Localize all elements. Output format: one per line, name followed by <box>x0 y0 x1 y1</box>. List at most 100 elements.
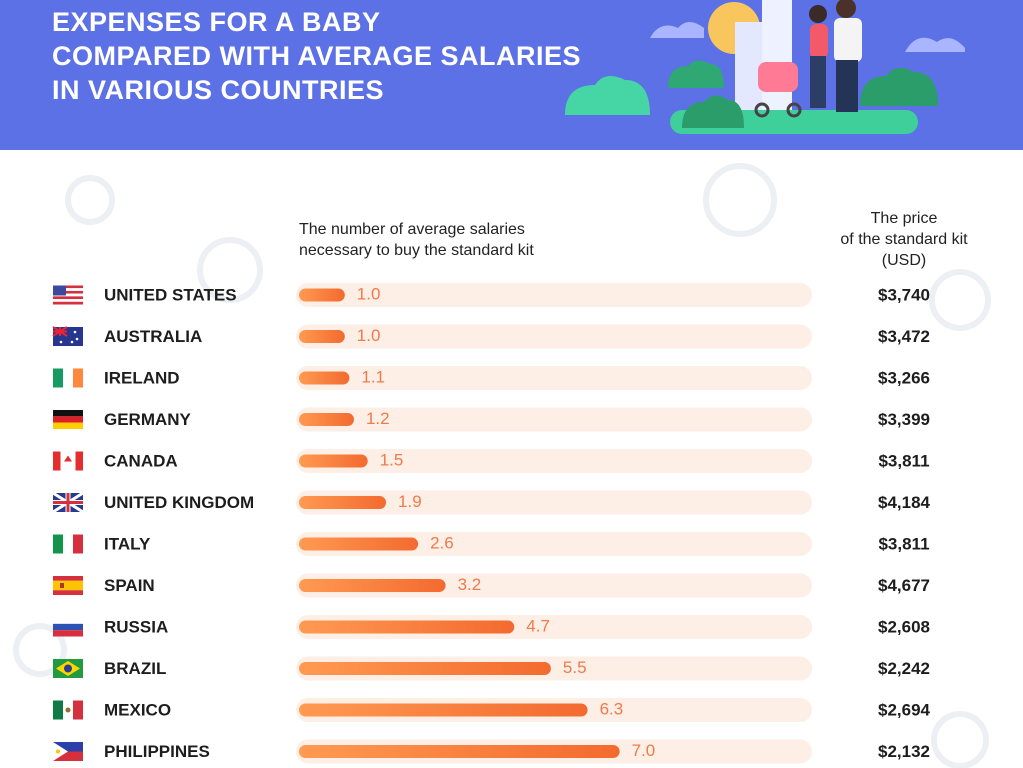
flag-part <box>68 451 76 471</box>
flag-part <box>53 617 83 624</box>
bar-track <box>296 532 812 556</box>
country-label: AUSTRALIA <box>104 327 202 346</box>
value-label: 1.0 <box>357 326 381 345</box>
flag-part <box>73 534 83 554</box>
flag <box>53 410 83 429</box>
bar-track <box>296 407 812 432</box>
flag-part <box>59 340 63 344</box>
country-label: UNITED STATES <box>104 285 237 304</box>
price-label: $4,184 <box>878 493 931 512</box>
bar <box>299 413 354 426</box>
price-label: $2,608 <box>878 617 930 636</box>
column-header: The number of average salaries <box>299 221 525 238</box>
value-label: 3.2 <box>458 575 482 594</box>
flag-part <box>53 288 83 291</box>
flag-part <box>75 337 79 341</box>
flag <box>53 534 83 554</box>
value-label: 1.5 <box>380 450 404 469</box>
bar <box>299 330 345 343</box>
value-label: 2.6 <box>430 533 454 552</box>
flag-part <box>53 410 83 417</box>
bar <box>299 579 446 592</box>
flag-part <box>73 330 77 334</box>
flag-part <box>75 451 83 471</box>
flag-part <box>64 455 72 462</box>
flag-part <box>65 707 71 713</box>
price-label: $3,740 <box>878 285 930 304</box>
flag-part <box>52 326 68 337</box>
flag-part <box>53 534 63 554</box>
flag <box>53 659 83 678</box>
flag-part <box>53 751 83 761</box>
flag <box>53 700 83 720</box>
flag-part <box>53 742 68 761</box>
bar <box>299 745 620 758</box>
flag-part <box>56 749 60 754</box>
country-label: RUSSIA <box>104 617 168 636</box>
price-label: $2,694 <box>878 700 931 719</box>
column-header: necessary to buy the standard kit <box>299 242 534 259</box>
flag-part <box>53 293 83 297</box>
bar-track <box>296 324 812 349</box>
price-label: $3,399 <box>878 410 930 429</box>
flag-part <box>53 451 61 471</box>
value-label: 1.1 <box>361 367 385 386</box>
bar <box>299 454 368 468</box>
flag-part <box>53 700 63 720</box>
flag-part <box>60 583 64 588</box>
flag-part <box>53 296 83 300</box>
flag-part <box>53 630 83 637</box>
bar-track <box>296 490 812 515</box>
price-label: $3,811 <box>878 534 929 553</box>
flag <box>53 368 83 388</box>
country-label: IRELAND <box>104 368 180 387</box>
flag-part <box>53 416 83 423</box>
country-label: PHILIPPINES <box>104 742 210 761</box>
flag-part <box>73 700 83 720</box>
flag-part <box>53 623 83 631</box>
flag-part <box>60 451 68 471</box>
flag-part <box>73 368 83 388</box>
flag-part <box>53 742 83 752</box>
flag-part <box>53 422 83 429</box>
bar <box>299 662 551 675</box>
country-label: BRAZIL <box>104 659 166 678</box>
column-header: of the standard kit <box>840 231 968 248</box>
column-header: (USD) <box>882 252 926 269</box>
flag-part <box>53 493 83 512</box>
bar <box>299 288 345 302</box>
flag-part <box>64 664 72 673</box>
value-label: 1.9 <box>398 492 422 511</box>
title-line: COMPARED WITH AVERAGE SALARIES <box>52 41 581 71</box>
country-label: UNITED KINGDOM <box>104 493 254 512</box>
value-label: 7.0 <box>632 741 656 760</box>
country-label: CANADA <box>104 451 178 470</box>
bar-track <box>296 366 812 390</box>
price-label: $2,242 <box>878 659 930 678</box>
bar <box>299 620 515 634</box>
flag <box>52 326 83 346</box>
bar <box>299 703 588 717</box>
flag-part <box>53 368 63 388</box>
flag-part <box>53 285 66 296</box>
country-label: MEXICO <box>104 700 171 719</box>
flag-part <box>53 580 83 591</box>
value-label: 4.7 <box>526 616 550 635</box>
flag-part <box>63 368 73 388</box>
flag-part <box>53 576 83 581</box>
background-decor <box>13 163 991 768</box>
country-label: GERMANY <box>104 410 192 429</box>
flag <box>53 285 83 305</box>
flag <box>53 742 83 761</box>
bar-track <box>296 283 812 307</box>
bar <box>299 496 387 509</box>
flag-part <box>53 299 83 302</box>
price-label: $2,132 <box>878 742 930 761</box>
price-label: $4,677 <box>878 576 930 595</box>
column-header: The price <box>871 210 938 227</box>
bar <box>299 537 419 551</box>
bar-track <box>296 449 812 473</box>
flag <box>53 576 83 595</box>
flag <box>52 491 84 514</box>
